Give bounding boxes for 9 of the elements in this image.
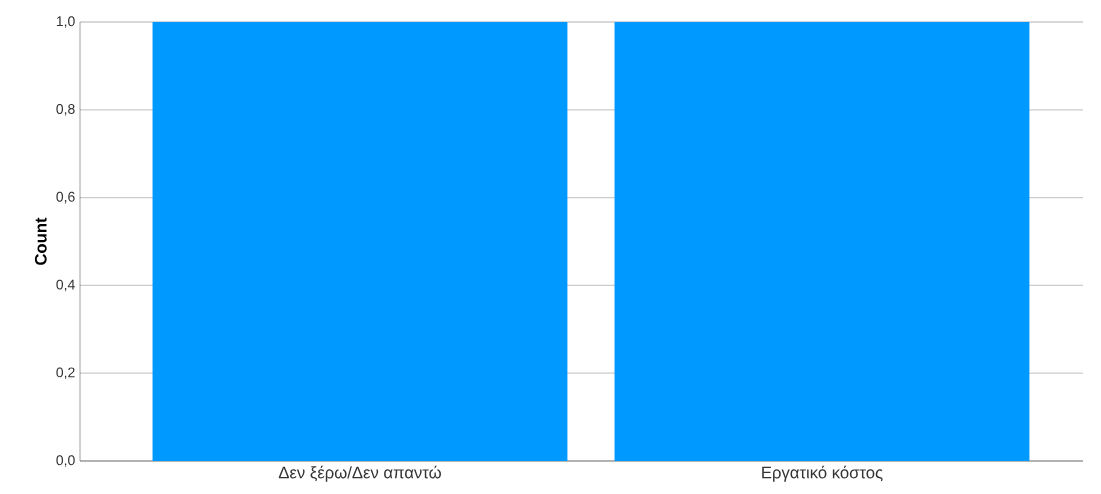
x-tick-label: Δεν ξέρω/Δεν απαντώ xyxy=(278,465,441,482)
y-tick-label: 0,0 xyxy=(56,455,75,467)
y-tick-label: 1,0 xyxy=(56,16,75,28)
y-tick-label: 0,6 xyxy=(56,191,75,204)
y-axis-title: Count xyxy=(34,217,47,265)
y-tick-label: 0,8 xyxy=(56,104,75,116)
y-tick-label: 0,2 xyxy=(56,367,75,379)
y-tick-label: 0,4 xyxy=(56,279,75,292)
x-tick-label: Εργατικό κόστος xyxy=(762,465,883,482)
